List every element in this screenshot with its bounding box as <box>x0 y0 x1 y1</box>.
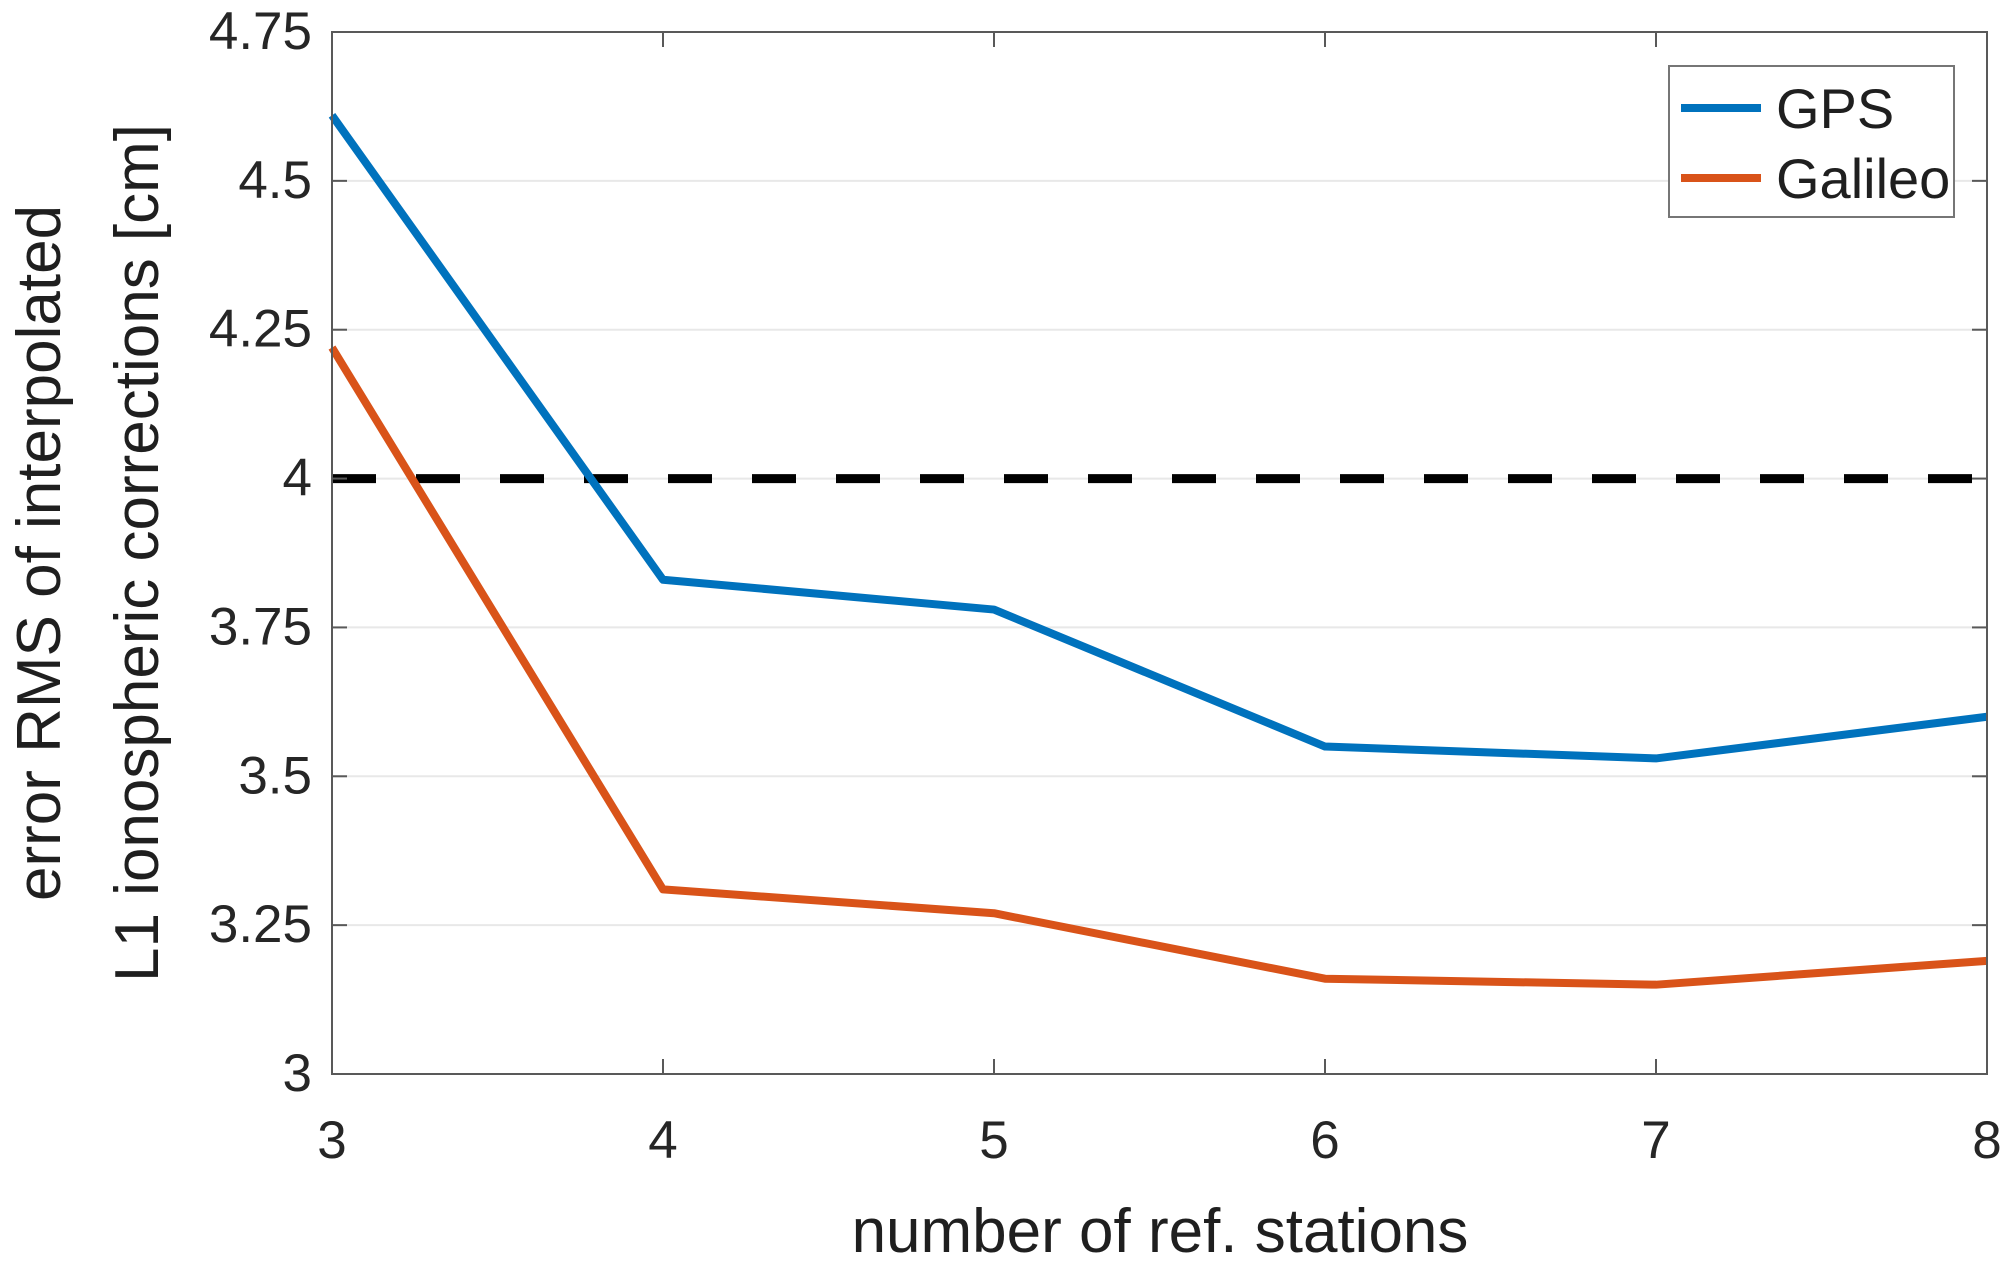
x-axis-label: number of ref. stations <box>852 1197 1469 1266</box>
x-tick-label: 4 <box>648 1111 677 1170</box>
series-line-galileo <box>328 345 1988 989</box>
x-tick-label: 7 <box>1641 1111 1670 1170</box>
y-axis-label-line1: error RMS of interpolated <box>5 205 74 901</box>
legend-box-layer <box>1668 65 1955 218</box>
tick-labels-layer: 3 3.25 3.5 3.75 4 4.25 4.5 4.75 3 4 5 6 7 8 <box>209 2 2002 1170</box>
legend-label-gps: GPS <box>1776 77 1894 140</box>
y-tick-label: 3.25 <box>209 895 312 954</box>
legend-box <box>1668 65 1955 218</box>
legend-label-galileo: Galileo <box>1776 147 1950 210</box>
y-tick-label: 3 <box>283 1044 312 1103</box>
x-tick-label: 3 <box>317 1111 346 1170</box>
series-line-gps <box>328 113 1988 763</box>
x-tick-label: 5 <box>979 1111 1008 1170</box>
y-tick-label: 4.75 <box>209 2 312 61</box>
series-layer <box>328 113 1988 989</box>
y-tick-label: 4 <box>283 449 312 508</box>
y-axis-label-line2: L1 ionospheric corrections [cm] <box>103 124 172 982</box>
x-tick-label: 8 <box>1972 1111 2001 1170</box>
plot-area-border <box>331 31 1988 1075</box>
axes-layer <box>331 31 1988 1075</box>
y-tick-label: 3.5 <box>238 746 312 805</box>
y-tick-label: 4.25 <box>209 300 312 359</box>
y-tick-label: 3.75 <box>209 597 312 656</box>
x-tick-label: 6 <box>1310 1111 1339 1170</box>
y-tick-label: 4.5 <box>238 151 312 210</box>
gridlines-layer <box>332 179 1987 927</box>
